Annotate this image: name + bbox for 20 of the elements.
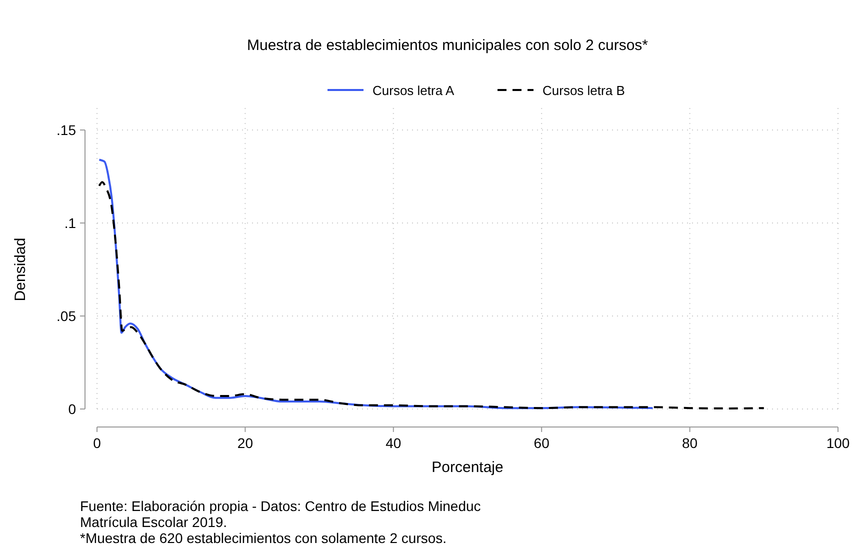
legend-label: Cursos letra A — [372, 83, 454, 98]
x-tick-label: 20 — [237, 435, 254, 451]
y-tick-label: .05 — [56, 308, 76, 324]
y-tick-label: .1 — [64, 215, 76, 231]
text: Matrícula Escolar 2019. — [80, 514, 228, 530]
y-tick-label: .15 — [56, 122, 76, 138]
y-tick-label: 0 — [68, 401, 76, 417]
x-tick-label: 40 — [386, 435, 402, 451]
legend-label: Cursos letra B — [542, 83, 625, 98]
chart-title: Muestra de establecimientos municipales con solo 2 cursos* — [246, 37, 648, 54]
y-axis-title: Densidad — [12, 238, 29, 302]
source-note: Fuente: Elaboración propia - Datos: Centro de Estudios Mineduc — [80, 498, 481, 514]
x-tick-label: 100 — [826, 435, 850, 451]
text: *Muestra de 620 establecimientos con solamente 2 cursos. — [80, 530, 447, 546]
line-series — [98, 158, 654, 410]
line-series — [98, 181, 765, 410]
x-axis-title: Porcentaje — [432, 459, 504, 476]
x-tick-label: 0 — [93, 435, 102, 451]
x-tick-label: 60 — [534, 435, 550, 451]
x-tick-label: 80 — [682, 435, 698, 451]
